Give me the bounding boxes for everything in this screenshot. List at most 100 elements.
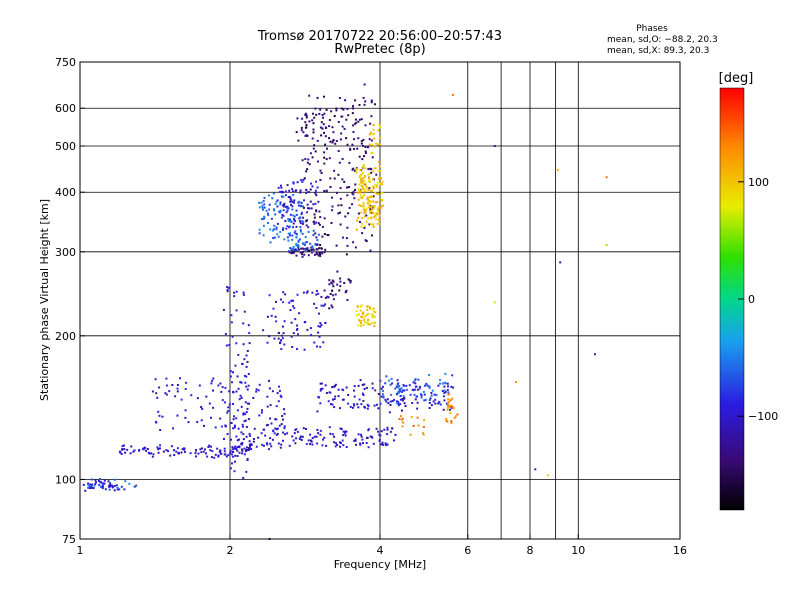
echo-point — [324, 384, 327, 387]
echo-point — [231, 462, 233, 465]
echo-point — [398, 418, 401, 420]
echo-point — [361, 313, 364, 316]
echo-point — [223, 453, 226, 456]
echo-point — [382, 443, 385, 446]
echo-point — [232, 451, 234, 453]
echo-point — [386, 443, 389, 446]
x-axis-ticks: 1 2 4 6 8 10 16 — [77, 534, 687, 557]
y-tick-label: 400 — [55, 186, 76, 199]
echo-point — [319, 216, 322, 219]
echo-point — [353, 138, 355, 141]
echo-point — [102, 482, 105, 485]
echo-point — [246, 388, 249, 391]
echo-point — [283, 203, 286, 206]
echo-point — [377, 430, 380, 433]
echo-point — [438, 400, 441, 403]
echo-point — [334, 142, 337, 145]
echo-point — [299, 238, 301, 241]
echo-point — [379, 379, 382, 382]
echo-point — [402, 384, 405, 387]
echo-point — [403, 389, 406, 392]
echo-point — [301, 251, 304, 253]
echo-point — [312, 203, 315, 206]
echo-point — [290, 203, 292, 206]
echo-point — [306, 290, 309, 293]
echo-point — [248, 443, 251, 446]
echo-point — [281, 204, 284, 207]
echo-point — [359, 193, 362, 196]
echo-point — [331, 209, 334, 212]
echo-point — [308, 120, 311, 123]
echo-point — [280, 186, 283, 189]
echo-point — [315, 113, 318, 116]
echo-point — [318, 251, 321, 254]
echo-point — [361, 158, 364, 161]
echo-point — [556, 169, 559, 172]
echo-point — [356, 305, 359, 308]
echo-point — [356, 168, 359, 170]
echo-point — [370, 216, 373, 219]
echo-point — [265, 442, 268, 445]
echo-point — [363, 83, 366, 86]
echo-point — [369, 249, 372, 252]
echo-point — [372, 442, 375, 445]
echo-point — [283, 202, 286, 205]
echo-point — [281, 418, 284, 421]
echo-point — [323, 131, 325, 134]
echo-point — [353, 389, 355, 392]
echo-point — [365, 442, 368, 444]
echo-point — [342, 236, 344, 239]
echo-point — [331, 140, 334, 143]
echo-point — [301, 222, 304, 225]
echo-point — [289, 197, 292, 200]
echo-point — [306, 241, 309, 243]
echo-point — [305, 124, 308, 126]
echo-point — [430, 404, 433, 407]
echo-point — [285, 206, 288, 209]
echo-point — [389, 404, 392, 406]
echo-point — [370, 205, 373, 208]
echo-point — [346, 226, 349, 229]
echo-point — [269, 241, 272, 244]
echo-point — [323, 217, 326, 220]
echo-point — [370, 189, 373, 192]
echo-point — [413, 379, 416, 382]
echo-point — [319, 382, 322, 385]
echo-point — [293, 432, 296, 435]
echo-point — [324, 248, 327, 251]
echo-point — [240, 405, 243, 408]
echo-point — [273, 209, 276, 212]
echo-point — [362, 96, 365, 99]
echo-point — [340, 107, 343, 110]
echo-point — [295, 225, 298, 228]
echo-point — [236, 445, 239, 448]
echo-point — [373, 145, 376, 148]
echo-point — [275, 418, 278, 421]
echo-point — [311, 137, 314, 140]
echo-point — [123, 488, 126, 491]
echo-point — [390, 393, 393, 396]
echo-point — [368, 187, 371, 190]
echo-point — [195, 455, 198, 458]
echo-point — [377, 169, 380, 172]
echo-point — [334, 383, 337, 386]
echo-point — [447, 398, 450, 401]
echo-point — [348, 161, 351, 164]
echo-point — [270, 422, 273, 425]
echo-point — [373, 404, 376, 407]
echo-point — [244, 413, 247, 415]
echo-point — [319, 389, 322, 392]
echo-point — [422, 433, 425, 436]
echo-point — [295, 233, 298, 236]
echo-point — [339, 427, 342, 430]
echo-point — [353, 385, 356, 388]
echo-point — [447, 385, 449, 388]
echo-point — [361, 232, 364, 235]
echo-point — [238, 446, 241, 449]
echo-point — [340, 428, 343, 430]
echo-point — [366, 308, 369, 311]
echo-point — [230, 422, 233, 424]
echo-point — [303, 248, 306, 251]
echo-point — [314, 232, 317, 235]
echo-point — [450, 420, 453, 423]
